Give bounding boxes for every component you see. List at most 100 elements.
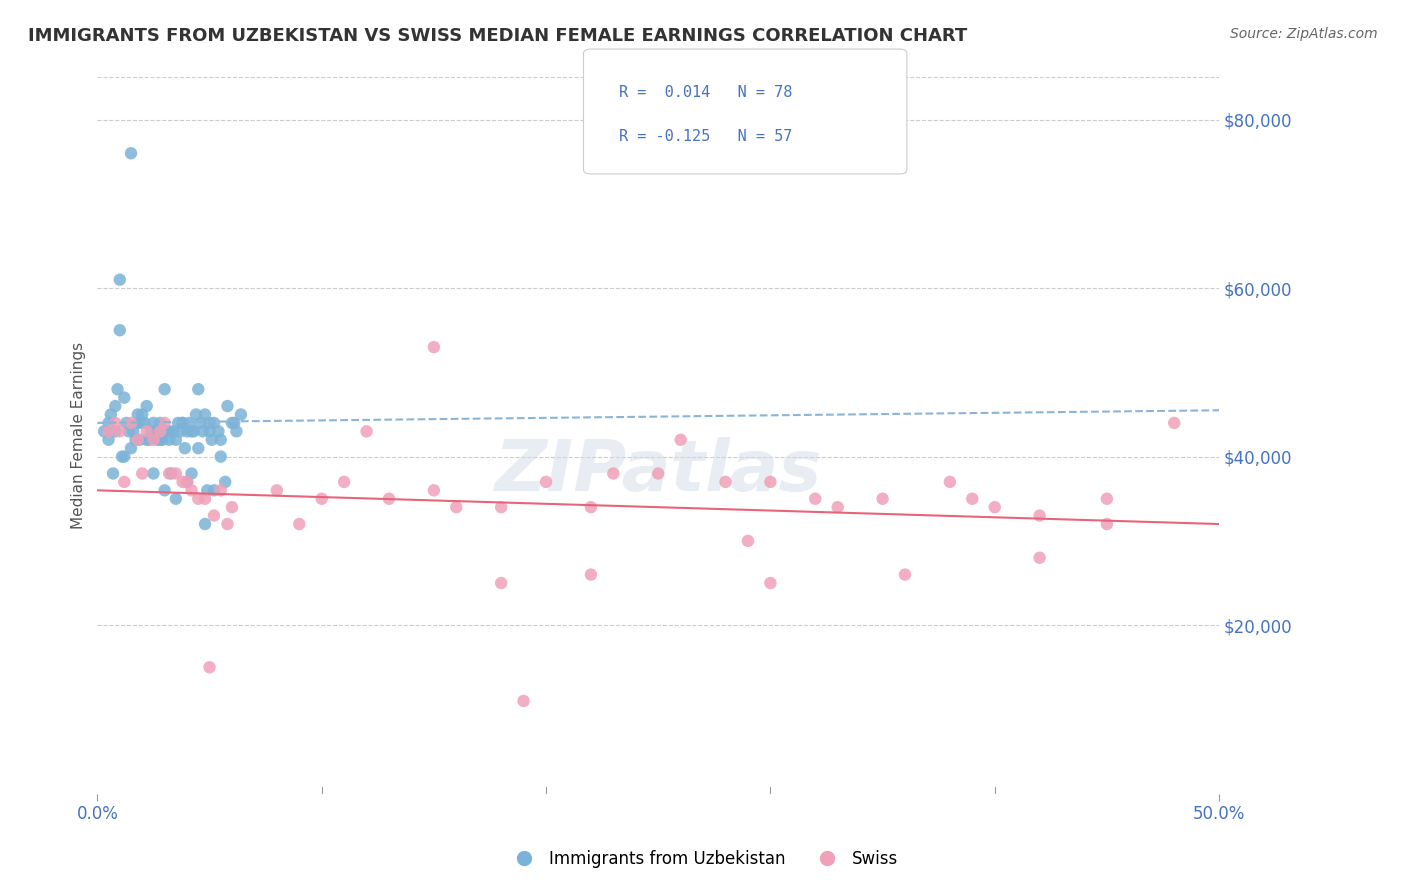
Point [423,483,446,498]
Point [157,467,180,481]
Point [1095,491,1118,506]
Point [120,146,142,161]
Point [180,483,202,498]
Point [894,567,917,582]
Point [162,425,184,439]
Point [172,416,194,430]
Point [378,491,401,506]
Point [984,500,1007,515]
Point [1163,416,1185,430]
Point [759,576,782,591]
Point [209,433,232,447]
Point [217,516,239,531]
Text: ZIPatlas: ZIPatlas [495,437,823,506]
Point [131,408,153,422]
Point [356,425,378,439]
Point [156,425,179,439]
Point [127,433,149,447]
Point [120,416,142,430]
Point [180,467,202,481]
Point [104,416,127,430]
Point [142,433,165,447]
Point [804,491,827,506]
Point [201,433,224,447]
Point [939,475,962,489]
Point [191,425,214,439]
Point [1028,550,1050,565]
Point [198,425,221,439]
Point [127,408,149,422]
Point [157,425,180,439]
Text: R = -0.125   N = 57: R = -0.125 N = 57 [619,129,792,145]
Point [579,500,602,515]
Point [104,425,127,439]
Point [142,416,165,430]
Point [165,433,187,447]
Point [221,416,243,430]
Point [209,450,232,464]
Point [167,416,190,430]
Point [198,660,221,674]
Point [135,399,157,413]
Point [124,433,146,447]
Point [195,483,218,498]
Point [108,273,131,287]
Point [97,416,120,430]
Point [209,483,232,498]
Point [194,516,217,531]
Point [112,391,135,405]
Point [153,382,176,396]
Point [165,467,187,481]
Point [202,483,225,498]
Point [118,425,141,439]
Point [217,399,239,413]
Y-axis label: Median Female Earnings: Median Female Earnings [72,342,86,529]
Point [288,516,311,531]
Point [104,399,127,413]
Point [602,467,624,481]
Point [714,475,737,489]
Point [129,433,152,447]
Point [97,425,120,439]
Point [141,425,163,439]
Point [153,483,176,498]
Point [131,416,153,430]
Point [759,475,782,489]
Point [120,441,142,455]
Point [489,500,512,515]
Point [207,425,229,439]
Point [180,425,202,439]
Point [423,340,446,354]
Point [202,416,225,430]
Point [214,475,236,489]
Point [489,576,512,591]
Point [176,475,198,489]
Point [111,450,134,464]
Point [266,483,288,498]
Point [962,491,984,506]
Point [172,416,194,430]
Point [160,467,183,481]
Point [872,491,894,506]
Point [149,416,172,430]
Point [172,475,194,489]
Point [122,425,145,439]
Legend: Immigrants from Uzbekistan, Swiss: Immigrants from Uzbekistan, Swiss [501,844,905,875]
Point [112,475,135,489]
Point [142,467,165,481]
Text: Source: ZipAtlas.com: Source: ZipAtlas.com [1230,27,1378,41]
Text: IMMIGRANTS FROM UZBEKISTAN VS SWISS MEDIAN FEMALE EARNINGS CORRELATION CHART: IMMIGRANTS FROM UZBEKISTAN VS SWISS MEDI… [28,27,967,45]
Point [534,475,557,489]
Point [138,433,160,447]
Point [446,500,468,515]
Point [108,323,131,337]
Point [669,433,692,447]
Point [135,433,157,447]
Point [647,467,669,481]
Point [827,500,849,515]
Point [221,500,243,515]
Point [187,491,209,506]
Point [127,416,149,430]
Point [149,425,172,439]
Point [202,508,225,523]
